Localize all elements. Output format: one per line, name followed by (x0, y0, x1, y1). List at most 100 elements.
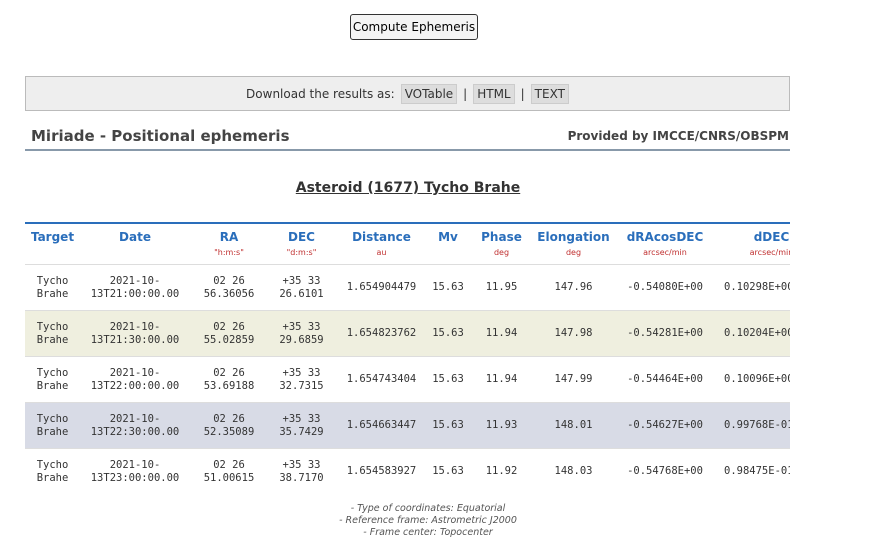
table-cell: 147.99 (535, 356, 612, 403)
download-bar: Download the results as: VOTable | HTML … (25, 76, 790, 111)
column-header: Phase deg (468, 224, 535, 265)
table-cell: 15.63 (428, 356, 468, 403)
column-unit: deg (565, 248, 582, 257)
column-unit: deg (493, 248, 510, 257)
table-cell: +35 33 26.6101 (268, 264, 335, 311)
table-cell: 11.95 (468, 264, 535, 311)
table-row: Tycho Brahe 2021-10-13T23:00:00.00 02 26 5… (25, 448, 790, 494)
table-cell: +35 33 38.7170 (268, 448, 335, 494)
table-cell: -0.54281E+00 (612, 310, 718, 357)
table-cell: -0.54768E+00 (612, 448, 718, 494)
table-cell: Tycho Brahe (25, 448, 80, 494)
download-option[interactable]: TEXT (530, 83, 569, 104)
table-cell: Tycho Brahe (25, 264, 80, 311)
download-option[interactable]: HTML (473, 83, 515, 104)
table-cell: 2021-10-13T22:00:00.00 (80, 356, 190, 403)
table-cell: 11.94 (468, 310, 535, 357)
table-cell: -0.54627E+00 (612, 402, 718, 449)
table-cell: Tycho Brahe (25, 402, 80, 449)
column-name: dRAcosDEC (626, 230, 704, 244)
column-name: DEC (288, 230, 315, 244)
column-header: Date (80, 224, 190, 265)
note: - Type of coordinates: Equatorial (350, 503, 506, 514)
object-title: Asteroid (1677) Tycho Brahe (295, 180, 521, 196)
table-cell: Tycho Brahe (25, 310, 80, 357)
table-cell: 0.98475E-01 (718, 448, 790, 494)
column-name: Elongation (537, 230, 610, 244)
ephemeris-table: Target Date RA "h:m:s" DEC "d:m:s" Distance au M… (25, 224, 790, 494)
column-header: Elongation deg (535, 224, 612, 265)
compute-button[interactable]: Compute Ephemeris (350, 14, 478, 40)
table-cell: 148.01 (535, 402, 612, 449)
column-header: dRAcosDEC arcsec/min (612, 224, 718, 265)
column-name: RA (219, 230, 239, 244)
column-header: Target (25, 224, 80, 265)
separator: | (520, 86, 525, 101)
table-cell: 1.654743404 (335, 356, 428, 403)
column-header: Mv (428, 224, 468, 265)
table-cell: 15.63 (428, 448, 468, 494)
table-cell: 02 26 56.36056 (190, 264, 268, 311)
table-row: Tycho Brahe 2021-10-13T22:00:00.00 02 26 5… (25, 356, 790, 403)
table-cell: +35 33 29.6859 (268, 310, 335, 357)
table-cell: 0.10096E+00 (718, 356, 790, 403)
table-cell: 1.654583927 (335, 448, 428, 494)
column-unit: arcsec/min (749, 248, 790, 257)
table-cell: 11.92 (468, 448, 535, 494)
table-cell: 1.654663447 (335, 402, 428, 449)
column-name: Phase (481, 230, 522, 244)
provider: Provided by IMCCE/CNRS/OBSPM (567, 129, 789, 143)
column-header: RA "h:m:s" (190, 224, 268, 265)
download-option[interactable]: VOTable (400, 83, 458, 104)
table-cell: 147.98 (535, 310, 612, 357)
table-cell: 2021-10-13T22:30:00.00 (80, 402, 190, 449)
column-header: DEC "d:m:s" (268, 224, 335, 265)
table-cell: 0.99768E-01 (718, 402, 790, 449)
column-name: Target (30, 230, 75, 244)
table-cell: 1.654823762 (335, 310, 428, 357)
column-unit: "h:m:s" (214, 248, 244, 257)
column-unit: au (376, 248, 387, 257)
table-wrap: Target Date RA "h:m:s" DEC "d:m:s" Distance au M… (25, 222, 790, 494)
table-cell: 02 26 51.00615 (190, 448, 268, 494)
table-row: Tycho Brahe 2021-10-13T21:00:00.00 02 26 5… (25, 264, 790, 311)
page-title: Miriade - Positional ephemeris (31, 127, 290, 145)
table-cell: 2021-10-13T21:00:00.00 (80, 264, 190, 311)
column-name: Date (119, 230, 151, 244)
table-cell: -0.54080E+00 (612, 264, 718, 311)
table-cell: +35 33 32.7315 (268, 356, 335, 403)
table-cell: 147.96 (535, 264, 612, 311)
separator: | (463, 86, 468, 101)
table-cell: 1.654904479 (335, 264, 428, 311)
download-label: Download the results as: (246, 86, 395, 101)
table-cell: -0.54464E+00 (612, 356, 718, 403)
table-cell: 15.63 (428, 310, 468, 357)
column-name: dDEC (753, 230, 790, 244)
column-unit: "d:m:s" (286, 248, 317, 257)
table-cell: Tycho Brahe (25, 356, 80, 403)
rule (25, 149, 790, 151)
table-cell: 2021-10-13T23:00:00.00 (80, 448, 190, 494)
column-header: Distance au (335, 224, 428, 265)
table-cell: +35 33 35.7429 (268, 402, 335, 449)
table-cell: 11.93 (468, 402, 535, 449)
table-cell: 02 26 55.02859 (190, 310, 268, 357)
column-unit: arcsec/min (643, 248, 687, 257)
table-cell: 02 26 53.69188 (190, 356, 268, 403)
table-row: Tycho Brahe 2021-10-13T22:30:00.00 02 26 5… (25, 402, 790, 449)
table-cell: 02 26 52.35089 (190, 402, 268, 449)
column-header: dDEC arcsec/min (718, 224, 790, 265)
column-name: Distance (352, 230, 411, 244)
table-cell: 15.63 (428, 402, 468, 449)
table-cell: 0.10298E+00 (718, 264, 790, 311)
table-cell: 0.10204E+00 (718, 310, 790, 357)
note: - Reference frame: Astrometric J2000 (339, 515, 517, 526)
notes: - Type of coordinates: Equatorial - Refer… (0, 503, 856, 539)
table-cell: 2021-10-13T21:30:00.00 (80, 310, 190, 357)
note: - Frame center: Topocenter (363, 527, 493, 538)
table-row: Tycho Brahe 2021-10-13T21:30:00.00 02 26 5… (25, 310, 790, 357)
table-cell: 148.03 (535, 448, 612, 494)
column-name: Mv (438, 230, 458, 244)
table-cell: 11.94 (468, 356, 535, 403)
